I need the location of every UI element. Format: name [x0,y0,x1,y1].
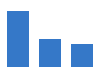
Bar [39,39,61,67]
Bar [7,11,29,67]
Bar [71,44,93,67]
